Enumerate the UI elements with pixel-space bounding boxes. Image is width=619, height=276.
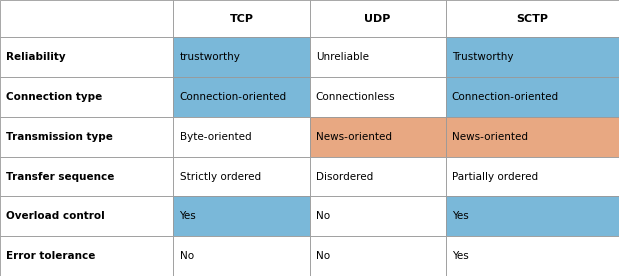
Bar [173, 0, 310, 37]
Bar [173, 37, 310, 77]
Text: Transmission type: Transmission type [6, 132, 113, 142]
Bar [446, 77, 619, 117]
Bar [0, 77, 173, 117]
Bar [0, 37, 173, 77]
Bar [446, 197, 619, 236]
Bar [310, 0, 446, 37]
Text: UDP: UDP [365, 14, 391, 24]
Text: Error tolerance: Error tolerance [6, 251, 95, 261]
Text: Transfer sequence: Transfer sequence [6, 171, 115, 182]
Text: trustworthy: trustworthy [180, 52, 240, 62]
Text: News-oriented: News-oriented [452, 132, 528, 142]
Text: Overload control: Overload control [6, 211, 105, 221]
Text: Trustworthy: Trustworthy [452, 52, 513, 62]
Text: Disordered: Disordered [316, 171, 373, 182]
Bar [446, 37, 619, 77]
Bar [0, 0, 173, 37]
Bar [0, 117, 173, 157]
Text: No: No [316, 211, 330, 221]
Bar [173, 117, 310, 157]
Bar [310, 197, 446, 236]
Text: No: No [180, 251, 194, 261]
Text: TCP: TCP [230, 14, 253, 24]
Text: Byte-oriented: Byte-oriented [180, 132, 251, 142]
Text: No: No [316, 251, 330, 261]
Bar [173, 236, 310, 276]
Bar [310, 37, 446, 77]
Bar [173, 77, 310, 117]
Text: Connection type: Connection type [6, 92, 102, 102]
Text: Unreliable: Unreliable [316, 52, 369, 62]
Bar [446, 0, 619, 37]
Bar [0, 157, 173, 197]
Text: Strictly ordered: Strictly ordered [180, 171, 261, 182]
Text: News-oriented: News-oriented [316, 132, 392, 142]
Text: Connection-oriented: Connection-oriented [180, 92, 287, 102]
Text: Connection-oriented: Connection-oriented [452, 92, 559, 102]
Text: Yes: Yes [452, 211, 469, 221]
Bar [310, 77, 446, 117]
Text: Yes: Yes [452, 251, 469, 261]
Bar [446, 236, 619, 276]
Text: Reliability: Reliability [6, 52, 66, 62]
Bar [0, 197, 173, 236]
Text: Connectionless: Connectionless [316, 92, 396, 102]
Bar [0, 236, 173, 276]
Text: SCTP: SCTP [516, 14, 548, 24]
Bar [173, 197, 310, 236]
Bar [173, 157, 310, 197]
Bar [310, 157, 446, 197]
Text: Yes: Yes [180, 211, 196, 221]
Bar [446, 157, 619, 197]
Text: Partially ordered: Partially ordered [452, 171, 538, 182]
Bar [446, 117, 619, 157]
Bar [310, 236, 446, 276]
Bar [310, 117, 446, 157]
